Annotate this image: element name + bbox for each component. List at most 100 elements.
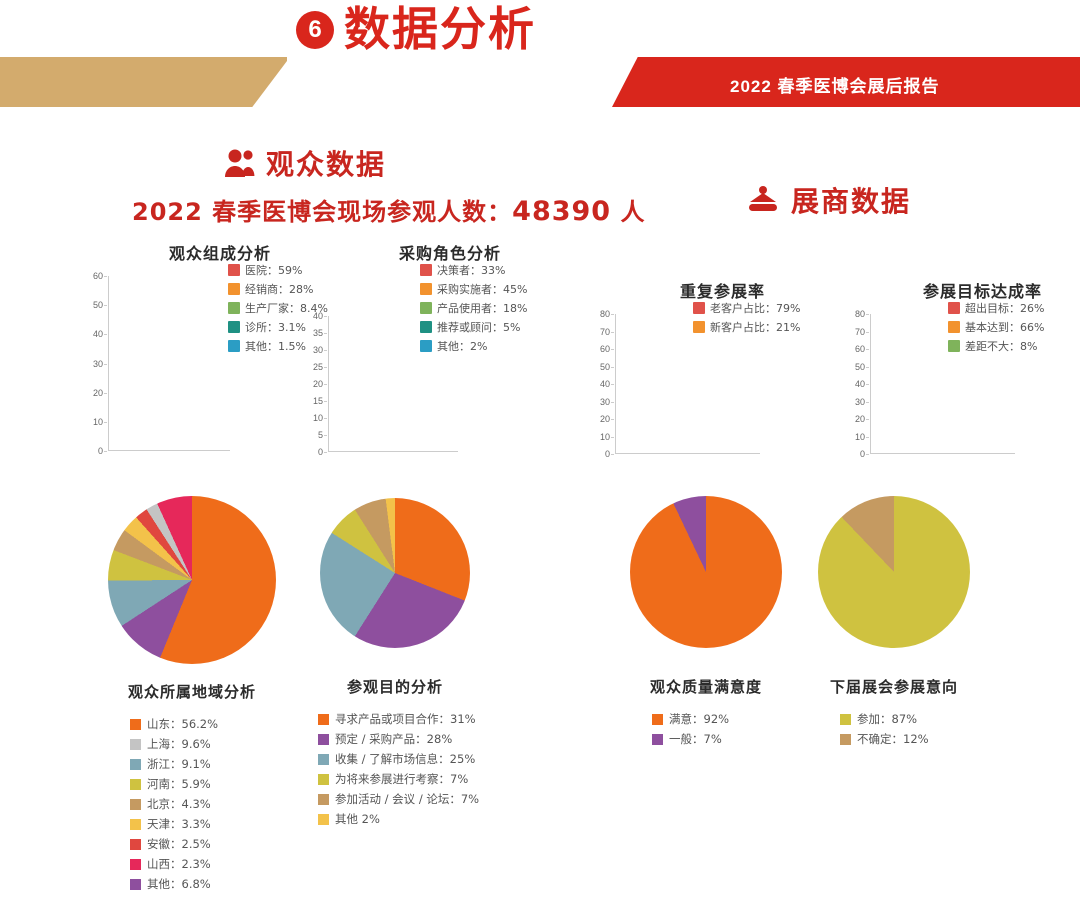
y-tick-label: 30 bbox=[92, 358, 108, 369]
legend-row: 山东：56.2% bbox=[130, 716, 276, 732]
y-tick-label: 40 bbox=[92, 329, 108, 340]
chart-purchase-role: 采购角色分析 0 5 10 15 20 25 30 35 40 决策者：33% 采购实施者：45%… bbox=[300, 240, 550, 457]
chart-title: 观众组成分析 bbox=[168, 244, 271, 263]
legend-swatch bbox=[318, 753, 329, 765]
legend-row: 其他：6.8% bbox=[130, 876, 276, 892]
y-tick-label: 0 bbox=[97, 446, 108, 456]
legend-row: 河南：5.9% bbox=[130, 776, 276, 792]
legend-row: 上海：9.6% bbox=[130, 736, 276, 752]
y-tick-label: 40 bbox=[599, 379, 615, 389]
legend-label: 寻求产品或项目合作：31% bbox=[335, 712, 476, 726]
y-tick-label: 60 bbox=[599, 344, 615, 354]
legend-row: 医院：59% bbox=[228, 262, 328, 278]
legend-label: 决策者：33% bbox=[437, 264, 506, 277]
legend-swatch bbox=[420, 321, 432, 333]
pie-legend: 寻求产品或项目合作：31% 预定 / 采购产品：28% 收集 / 了解市场信息：25… bbox=[318, 711, 479, 827]
legend-swatch bbox=[948, 302, 960, 314]
legend-swatch bbox=[840, 713, 851, 725]
audience-stat-label: 2022 春季医博会现场参观人数： bbox=[132, 198, 513, 226]
legend-row: 参加：87% bbox=[840, 711, 970, 727]
section-head-audience: 观众数据 bbox=[224, 143, 386, 183]
section-label-audience: 观众数据 bbox=[266, 148, 387, 181]
y-tick-label: 30 bbox=[854, 396, 870, 407]
pie-graphic bbox=[630, 496, 782, 648]
y-axis-line bbox=[870, 314, 871, 454]
y-tick-label: 60 bbox=[854, 344, 870, 354]
legend-row: 浙江：9.1% bbox=[130, 756, 276, 772]
y-tick-label: 20 bbox=[854, 414, 870, 424]
audience-total-stat: 2022 春季医博会现场参观人数：48390 人 bbox=[132, 192, 645, 227]
legend-label: 其他 2% bbox=[335, 812, 380, 826]
y-tick-label: 20 bbox=[599, 414, 615, 424]
x-axis-line bbox=[870, 453, 1015, 454]
y-tick-label: 0 bbox=[317, 447, 328, 457]
audience-stat-unit: 人 bbox=[620, 198, 646, 226]
legend-swatch bbox=[130, 718, 141, 730]
legend-row: 其他：1.5% bbox=[228, 338, 328, 354]
legend-row: 天津：3.3% bbox=[130, 816, 276, 832]
legend-row: 采购实施者：45% bbox=[420, 281, 527, 297]
y-tick-label: 10 bbox=[92, 416, 108, 427]
legend-swatch bbox=[420, 283, 432, 295]
x-axis-line bbox=[328, 451, 458, 452]
chart-audience-composition: 观众组成分析 0 10 20 30 40 50 60 医院：59% 经销商：28% 生产厂家：8… bbox=[80, 240, 328, 456]
legend-row: 其他 2% bbox=[318, 811, 479, 827]
y-axis-line bbox=[328, 316, 329, 452]
legend-swatch bbox=[693, 302, 705, 314]
legend-label: 一般：7% bbox=[669, 732, 722, 746]
y-tick-label: 10 bbox=[312, 413, 328, 423]
chart-title: 重复参展率 bbox=[679, 282, 765, 301]
audience-stat-value: 48390 bbox=[512, 196, 612, 227]
y-tick-label: 0 bbox=[604, 449, 615, 459]
y-tick-label: 60 bbox=[92, 271, 108, 281]
legend-label: 采购实施者：45% bbox=[437, 283, 528, 296]
legend-swatch bbox=[318, 733, 329, 745]
legend-label: 收集 / 了解市场信息：25% bbox=[335, 752, 476, 766]
y-tick-label: 15 bbox=[312, 396, 328, 406]
legend-row: 超出目标：26% bbox=[948, 300, 1044, 316]
y-tick-label: 50 bbox=[599, 361, 615, 372]
legend-swatch bbox=[228, 283, 240, 295]
legend-row: 为将来参展进行考察：7% bbox=[318, 771, 479, 787]
y-tick-label: 70 bbox=[599, 326, 615, 337]
section-title-text: 数据分析 bbox=[344, 2, 536, 56]
y-tick-label: 0 bbox=[859, 449, 870, 459]
y-tick-label: 30 bbox=[599, 396, 615, 407]
legend-swatch bbox=[693, 321, 705, 333]
y-tick-label: 30 bbox=[312, 345, 328, 355]
chart-exhibit-goal-rate: 参展目标达成率 0 10 20 30 40 50 60 70 80 超出目标：26% 基本达到：6… bbox=[840, 278, 1080, 459]
pie-graphic bbox=[818, 496, 970, 648]
legend-label: 上海：9.6% bbox=[147, 737, 211, 751]
y-tick-label: 20 bbox=[92, 387, 108, 398]
legend-label: 参加活动 / 会议 / 论坛：7% bbox=[335, 792, 480, 806]
legend-label: 基本达到：66% bbox=[965, 321, 1045, 334]
legend-label: 浙江：9.1% bbox=[147, 757, 211, 771]
x-axis-line bbox=[108, 450, 230, 451]
legend-swatch bbox=[130, 758, 141, 770]
chart-legend: 医院：59% 经销商：28% 生产厂家：8.4% 诊所：3.1% 其他：1.5% bbox=[228, 262, 328, 357]
legend-label: 推荐或顾问：5% bbox=[437, 321, 521, 334]
y-tick-label: 40 bbox=[854, 379, 870, 389]
legend-label: 其他：2% bbox=[437, 340, 488, 353]
legend-swatch bbox=[130, 838, 141, 850]
legend-swatch bbox=[948, 340, 960, 352]
legend-row: 安徽：2.5% bbox=[130, 836, 276, 852]
legend-label: 不确定：12% bbox=[857, 732, 929, 746]
banner-red-shape bbox=[612, 57, 1080, 107]
legend-label: 差距不大：8% bbox=[965, 340, 1038, 353]
chart-title: 采购角色分析 bbox=[398, 244, 501, 263]
legend-label: 山西：2.3% bbox=[147, 857, 211, 871]
pie-title: 参观目的分析 bbox=[346, 678, 443, 696]
legend-row: 产品使用者：18% bbox=[420, 300, 527, 316]
legend-row: 其他：2% bbox=[420, 338, 527, 354]
legend-swatch bbox=[318, 773, 329, 785]
legend-row: 一般：7% bbox=[652, 731, 782, 747]
pie-title: 下届展会参展意向 bbox=[829, 678, 958, 696]
legend-swatch bbox=[130, 738, 141, 750]
y-tick-label: 50 bbox=[92, 300, 108, 311]
legend-row: 不确定：12% bbox=[840, 731, 970, 747]
legend-swatch bbox=[228, 321, 240, 333]
legend-row: 北京：4.3% bbox=[130, 796, 276, 812]
legend-row: 寻求产品或项目合作：31% bbox=[318, 711, 479, 727]
chart-region-analysis: 观众所属地域分析 山东：56.2% 上海：9.6% 浙江：9.1% 河南：5.9% 北京… bbox=[108, 496, 276, 896]
